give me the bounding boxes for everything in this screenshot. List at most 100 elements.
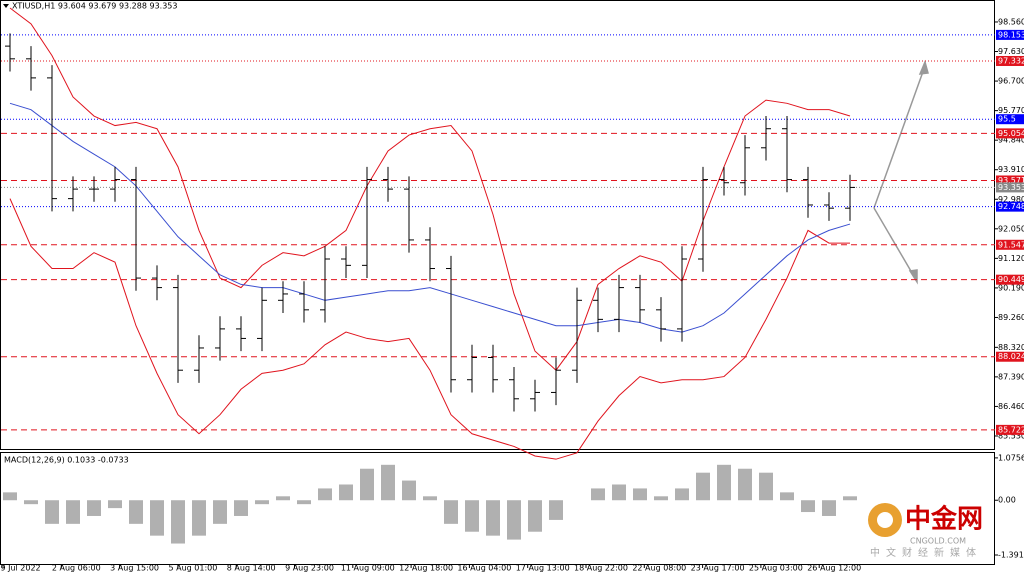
x-tick-label: 29 Jul 2022 [0,564,41,573]
macd-bar [507,500,521,540]
macd-pane [0,452,995,565]
macd-bar [738,468,752,501]
macd-bar [402,480,416,501]
y-tick-label: 94.840 [998,136,1024,145]
macd-bar [276,496,290,501]
x-tick-label: 12 Aug 18:00 [399,564,453,573]
macd-bar [150,500,164,536]
level-label: 88.024 [998,352,1024,361]
macd-bar [591,488,605,501]
x-tick-label: 11 Aug 09:00 [341,564,395,573]
macd-bar [45,500,59,524]
indicator-line [9,102,851,333]
x-tick-label: 23 Aug 17:00 [691,564,745,573]
macd-bar [696,472,710,501]
y-tick-label: 93.910 [998,165,1024,174]
x-tick-label: 26 Aug 12:00 [807,564,861,573]
macd-bar [675,488,689,501]
x-tick-label: 8 Aug 14:00 [227,564,276,573]
macd-bar [129,500,143,524]
macd-bar [759,472,773,501]
macd-bar [318,488,332,501]
y-tick-label: 86.460 [998,402,1024,411]
macd-bar [528,500,542,532]
y-tick-label: 91.120 [998,254,1024,263]
level-tag [996,201,1024,212]
menu-arrow [3,4,9,8]
macd-tick-label: -1.3912 [998,550,1024,559]
level-label: 95.5 [998,115,1016,124]
level-label: 93.353 [998,183,1024,192]
macd-title: MACD(12,26,9) 0.1033 -0.0733 [4,456,129,465]
y-tick-label: 87.390 [998,372,1024,381]
y-tick-label: 89.260 [998,313,1024,322]
macd-bar [654,496,668,501]
y-tick-label: 95.770 [998,106,1024,115]
x-tick-label: 5 Aug 01:00 [168,564,217,573]
macd-bar [24,500,38,505]
macd-bar [192,500,206,536]
macd-bar [822,500,836,516]
macd-bar [801,500,815,513]
watermark-site: CNGOLD.COM [910,537,966,546]
watermark: 中金网 CNGOLD.COM 中文财经新媒体 [868,503,983,559]
level-label: 91.547 [998,240,1024,249]
macd-bar [66,500,80,524]
macd-bar [633,488,647,501]
level-label: 92.748 [998,202,1024,211]
macd-bar [465,500,479,532]
x-tick-label: 17 Aug 13:00 [516,564,570,573]
macd-bar [717,464,731,501]
macd-bar [87,500,101,516]
level-label: 98.153 [998,30,1024,39]
macd-bar [255,500,269,505]
macd-bar [381,464,395,501]
level-label: 90.449 [998,275,1024,284]
macd-bar [780,492,794,501]
macd-bar [171,500,185,544]
level-tag [996,55,1024,66]
macd-tick-label: 1.0756 [998,453,1024,462]
indicator-line [9,198,850,460]
level-label: 85.722 [998,425,1024,434]
x-tick-label: 9 Aug 23:00 [285,564,334,573]
forecast-arrows [873,59,929,285]
x-tick-label: 3 Aug 15:00 [110,564,159,573]
y-tick-label: 85.530 [998,431,1024,440]
macd-bar [423,496,437,501]
level-tag [996,114,1024,125]
main-pane [0,0,995,450]
level-label: 93.571 [998,176,1024,185]
level-label: 97.332 [998,56,1024,65]
macd-bar [612,484,626,501]
y-tick-label: 98.560 [998,17,1024,26]
watermark-name: 中金网 [905,504,983,535]
x-tick-label: 16 Aug 04:00 [457,564,511,573]
macd-bar [234,500,248,516]
y-tick-label: 92.050 [998,224,1024,233]
level-tag [996,239,1024,250]
macd-bar [108,500,122,509]
y-tick-label: 90.190 [998,283,1024,292]
level-tag [996,274,1024,285]
y-tick-label: 97.630 [998,47,1024,56]
macd-bar [3,492,17,501]
macd-bar [444,500,458,524]
level-tag [996,351,1024,362]
level-label: 95.054 [998,129,1024,138]
level-tag [996,175,1024,186]
macd-bar [486,500,500,536]
y-tick-label: 96.700 [998,77,1024,86]
macd-bar [339,484,353,501]
macd-bar [360,468,374,501]
macd-bar [297,500,311,505]
macd-bar [549,500,563,520]
level-tag [996,128,1024,139]
x-tick-label: 2 Aug 06:00 [52,564,101,573]
macd-bar [843,496,857,501]
level-tag [996,182,1024,193]
y-tick-label: 92.980 [998,195,1024,204]
chart-title: XTIUSD,H1 93.604 93.679 93.288 93.353 [12,2,177,11]
level-tag [996,29,1024,40]
